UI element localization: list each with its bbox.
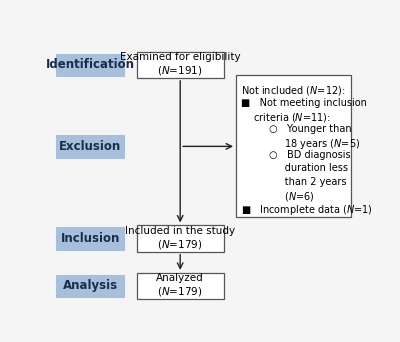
Text: 18 years ($\it{N}$=5): 18 years ($\it{N}$=5) (241, 137, 360, 151)
Bar (56, 227, 124, 250)
Text: ○   Younger than: ○ Younger than (241, 124, 351, 134)
Bar (236, 75, 351, 218)
Text: Analyzed
($\it{N}$=179): Analyzed ($\it{N}$=179) (156, 274, 204, 299)
Text: Not included ($\it{N}$=12):: Not included ($\it{N}$=12): (241, 84, 345, 97)
Text: ■   Not meeting inclusion: ■ Not meeting inclusion (241, 98, 366, 108)
Text: than 2 years: than 2 years (241, 177, 346, 187)
Text: ■   Incomplete data ($\it{N}$=1): ■ Incomplete data ($\it{N}$=1) (241, 203, 372, 217)
Bar (56, 54, 124, 76)
Bar (137, 52, 224, 78)
Bar (56, 275, 124, 297)
Text: ($\it{N}$=6): ($\it{N}$=6) (241, 190, 314, 203)
Text: criteria ($\it{N}$=11):: criteria ($\it{N}$=11): (241, 111, 330, 124)
Text: Inclusion: Inclusion (61, 232, 120, 245)
Bar (137, 273, 224, 299)
Text: duration less: duration less (241, 163, 348, 173)
Text: ○   BD diagnosis: ○ BD diagnosis (241, 150, 350, 160)
Text: Analysis: Analysis (63, 279, 118, 292)
Bar (56, 135, 124, 158)
Text: Examined for eligibility
($\it{N}$=191): Examined for eligibility ($\it{N}$=191) (120, 52, 240, 77)
Text: Included in the study
($\it{N}$=179): Included in the study ($\it{N}$=179) (125, 226, 235, 251)
Bar (137, 225, 224, 252)
Text: Identification: Identification (46, 58, 135, 71)
Text: Exclusion: Exclusion (59, 140, 122, 153)
